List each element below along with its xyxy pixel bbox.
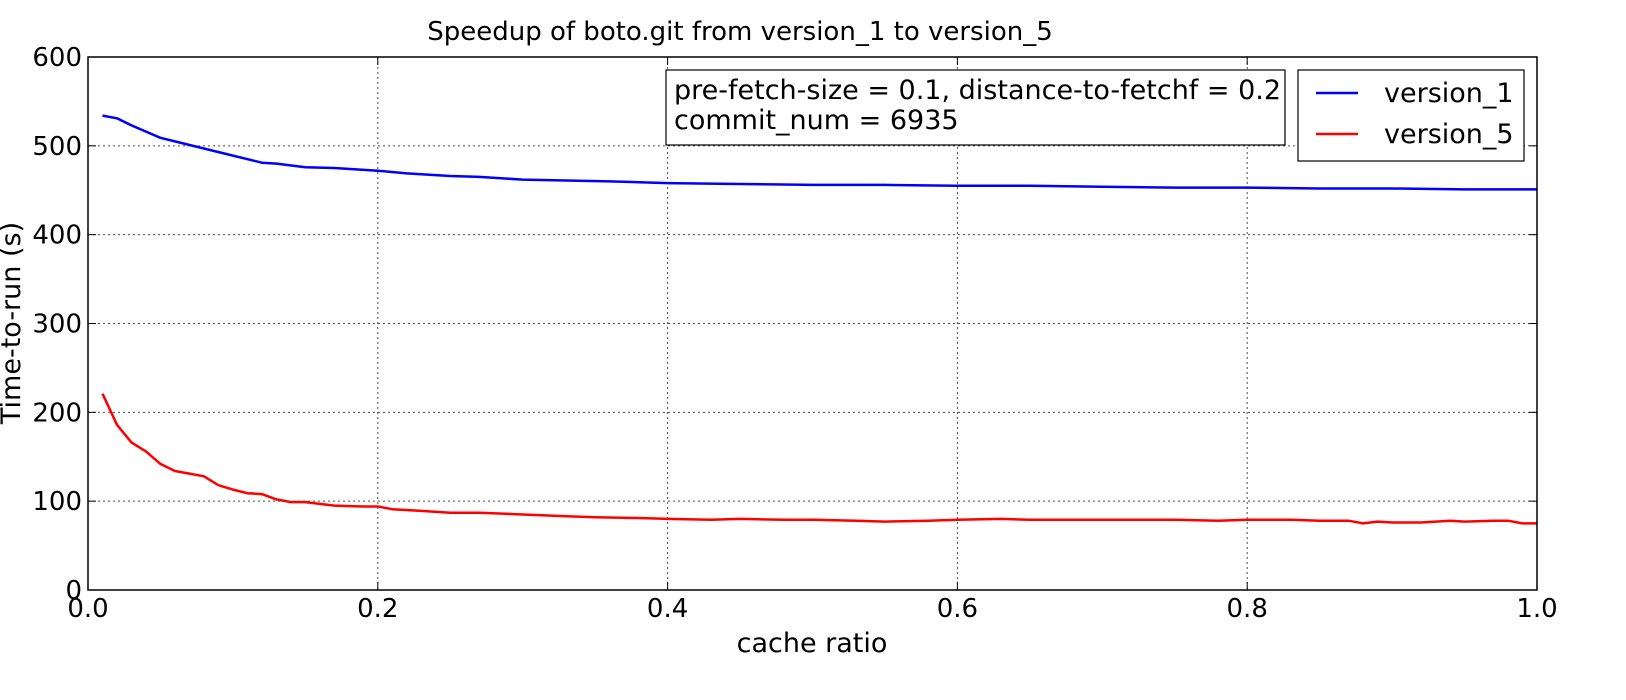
annotation-box: pre-fetch-size = 0.1, distance-to-fetchf…: [665, 69, 1286, 146]
series-line-version-1: [102, 114, 1537, 191]
legend-label-version-1: version_1: [1384, 78, 1514, 109]
series-line-version-5: [101, 393, 1537, 525]
legend-frame: [1297, 69, 1525, 162]
y-tick-label: 500: [32, 132, 82, 162]
x-tick-label: 0.2: [357, 594, 398, 624]
x-axis-label: cache ratio: [737, 628, 888, 659]
x-tick-label: 1.0: [1516, 594, 1557, 624]
legend-label-version-5: version_5: [1384, 119, 1514, 150]
y-tick-label: 100: [32, 487, 82, 517]
x-tick-label: 0.0: [67, 594, 108, 624]
legend: version_1 version_5: [1297, 69, 1525, 162]
chart-title: Speedup of boto.git from version_1 to ve…: [427, 17, 1053, 47]
axis-ticks: 0.0 0.2 0.4 0.6 0.8 1.0 0 100 200 300 400 500 600: [32, 43, 1557, 624]
x-tick-label: 0.6: [937, 594, 978, 624]
y-tick-label: 600: [32, 43, 82, 73]
grid: [88, 57, 1537, 590]
y-tick-label: 300: [32, 310, 82, 340]
y-axis-label: Time-to-run (s): [0, 222, 27, 425]
y-tick-label: 400: [32, 221, 82, 251]
annotation-frame: [665, 69, 1286, 146]
y-tick-label: 200: [32, 398, 82, 428]
x-tick-label: 0.4: [647, 594, 688, 624]
x-tick-label: 0.8: [1227, 594, 1268, 624]
series-lines: [101, 114, 1537, 525]
y-tick-label: 0: [65, 576, 82, 606]
annotation-line-2: commit_num = 6935: [674, 105, 959, 136]
annotation-line-1: pre-fetch-size = 0.1, distance-to-fetchf…: [674, 75, 1281, 106]
